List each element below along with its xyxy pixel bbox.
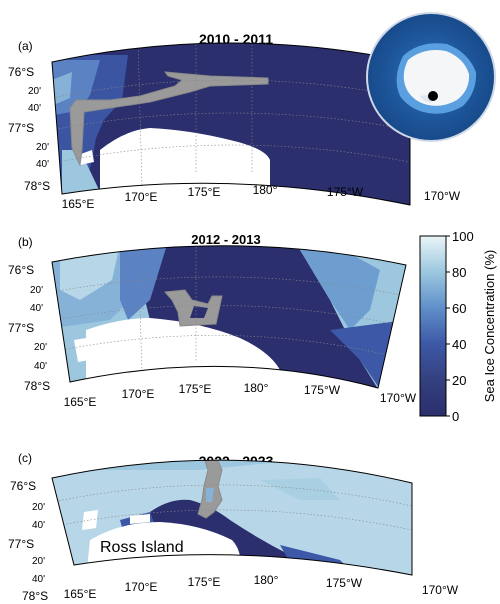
colorbar-gradient [419, 235, 447, 417]
lon-label: 175°W [304, 383, 341, 397]
lon-label: 175°E [188, 185, 221, 199]
lon-label: 170°E [125, 190, 158, 204]
panel-c-lon-labels: 165°E 170°E 175°E 180° 175°W 170°W [64, 573, 459, 601]
panel-c-label: (c) [18, 451, 32, 465]
lat-label: 77°S [8, 121, 34, 135]
colorbar-tick: 100 [452, 229, 474, 244]
panel-a-label: (a) [18, 39, 33, 53]
colorbar-tick: 20 [452, 373, 466, 388]
lat-label: 40' [32, 574, 45, 585]
antarctica-inset-globe [366, 12, 496, 142]
colorbar-tick: 60 [452, 301, 466, 316]
lat-label: 20' [32, 556, 45, 567]
lat-label: 77°S [8, 537, 34, 551]
panel-a-lon-labels: 165°E 170°E 175°E 180° 175°W 170°W [62, 183, 461, 211]
lat-label: 77°S [8, 321, 34, 335]
lon-label: 170°W [422, 583, 459, 597]
colorbar-tick: 80 [452, 265, 466, 280]
lon-label: 165°E [64, 587, 97, 601]
location-marker-icon [428, 91, 438, 101]
panel-c-lat-labels: 76°S 20' 40' 77°S 20' 40' 78°S [8, 479, 48, 603]
colorbar-ticks: 100 80 60 40 20 0 [452, 229, 474, 424]
panel-b-title: 2012 - 2013 [191, 232, 260, 247]
lat-label: 76°S [8, 65, 34, 79]
panel-a-map [52, 43, 410, 205]
colorbar-tick: 0 [452, 409, 459, 424]
lon-label: 175°E [179, 382, 212, 396]
lat-label: 40' [36, 159, 49, 170]
lat-label: 20' [30, 285, 43, 296]
panel-c: (c) 2022 - 2023 Ross Island 76°S [8, 451, 459, 603]
lat-label: 40' [32, 520, 45, 531]
lon-label: 170°E [122, 387, 155, 401]
lat-label: 40' [34, 361, 47, 372]
colorbar: 100 80 60 40 20 0 Sea Ice Concentration … [419, 229, 497, 424]
lon-label: 175°W [327, 185, 364, 199]
lon-label: 165°E [62, 197, 95, 211]
lon-label: 180° [244, 381, 269, 395]
lon-label: 175°E [188, 575, 221, 589]
lat-label: 20' [34, 342, 47, 353]
ross-island-label: Ross Island [100, 539, 184, 556]
panel-b: (b) 2012 - 2013 76 [8, 232, 417, 409]
lat-label: 40' [28, 103, 41, 114]
lon-label: 175°W [326, 576, 363, 590]
lon-label: 165°E [64, 395, 97, 409]
colorbar-tick: 40 [452, 337, 466, 352]
lat-label: 78°S [22, 589, 48, 603]
lat-label: 20' [32, 502, 45, 513]
panel-b-lon-labels: 165°E 170°E 175°E 180° 175°W 170°W [64, 381, 417, 409]
lon-label: 170°W [424, 189, 461, 203]
lat-label: 76°S [8, 263, 34, 277]
panel-a: (a) 2010 - 2011 [8, 12, 496, 211]
lon-label: 180° [253, 183, 278, 197]
lon-label: 170°E [125, 580, 158, 594]
lat-label: 78°S [24, 179, 50, 193]
lon-label: 180° [254, 573, 279, 587]
panel-b-map [52, 245, 406, 388]
lat-label: 20' [36, 142, 49, 153]
lat-label: 40' [30, 303, 43, 314]
lon-label: 170°W [380, 391, 417, 405]
panel-a-lat-labels: 76°S 20' 40' 77°S 20' 40' 78°S [8, 65, 50, 193]
panel-b-lat-labels: 76°S 20' 40' 77°S 20' 40' 78°S [8, 263, 50, 393]
panel-b-label: (b) [18, 235, 33, 249]
lat-label: 76°S [10, 479, 36, 493]
lat-label: 20' [28, 86, 41, 97]
lat-label: 78°S [24, 379, 50, 393]
colorbar-label: Sea Ice Concentration (%) [482, 250, 497, 402]
